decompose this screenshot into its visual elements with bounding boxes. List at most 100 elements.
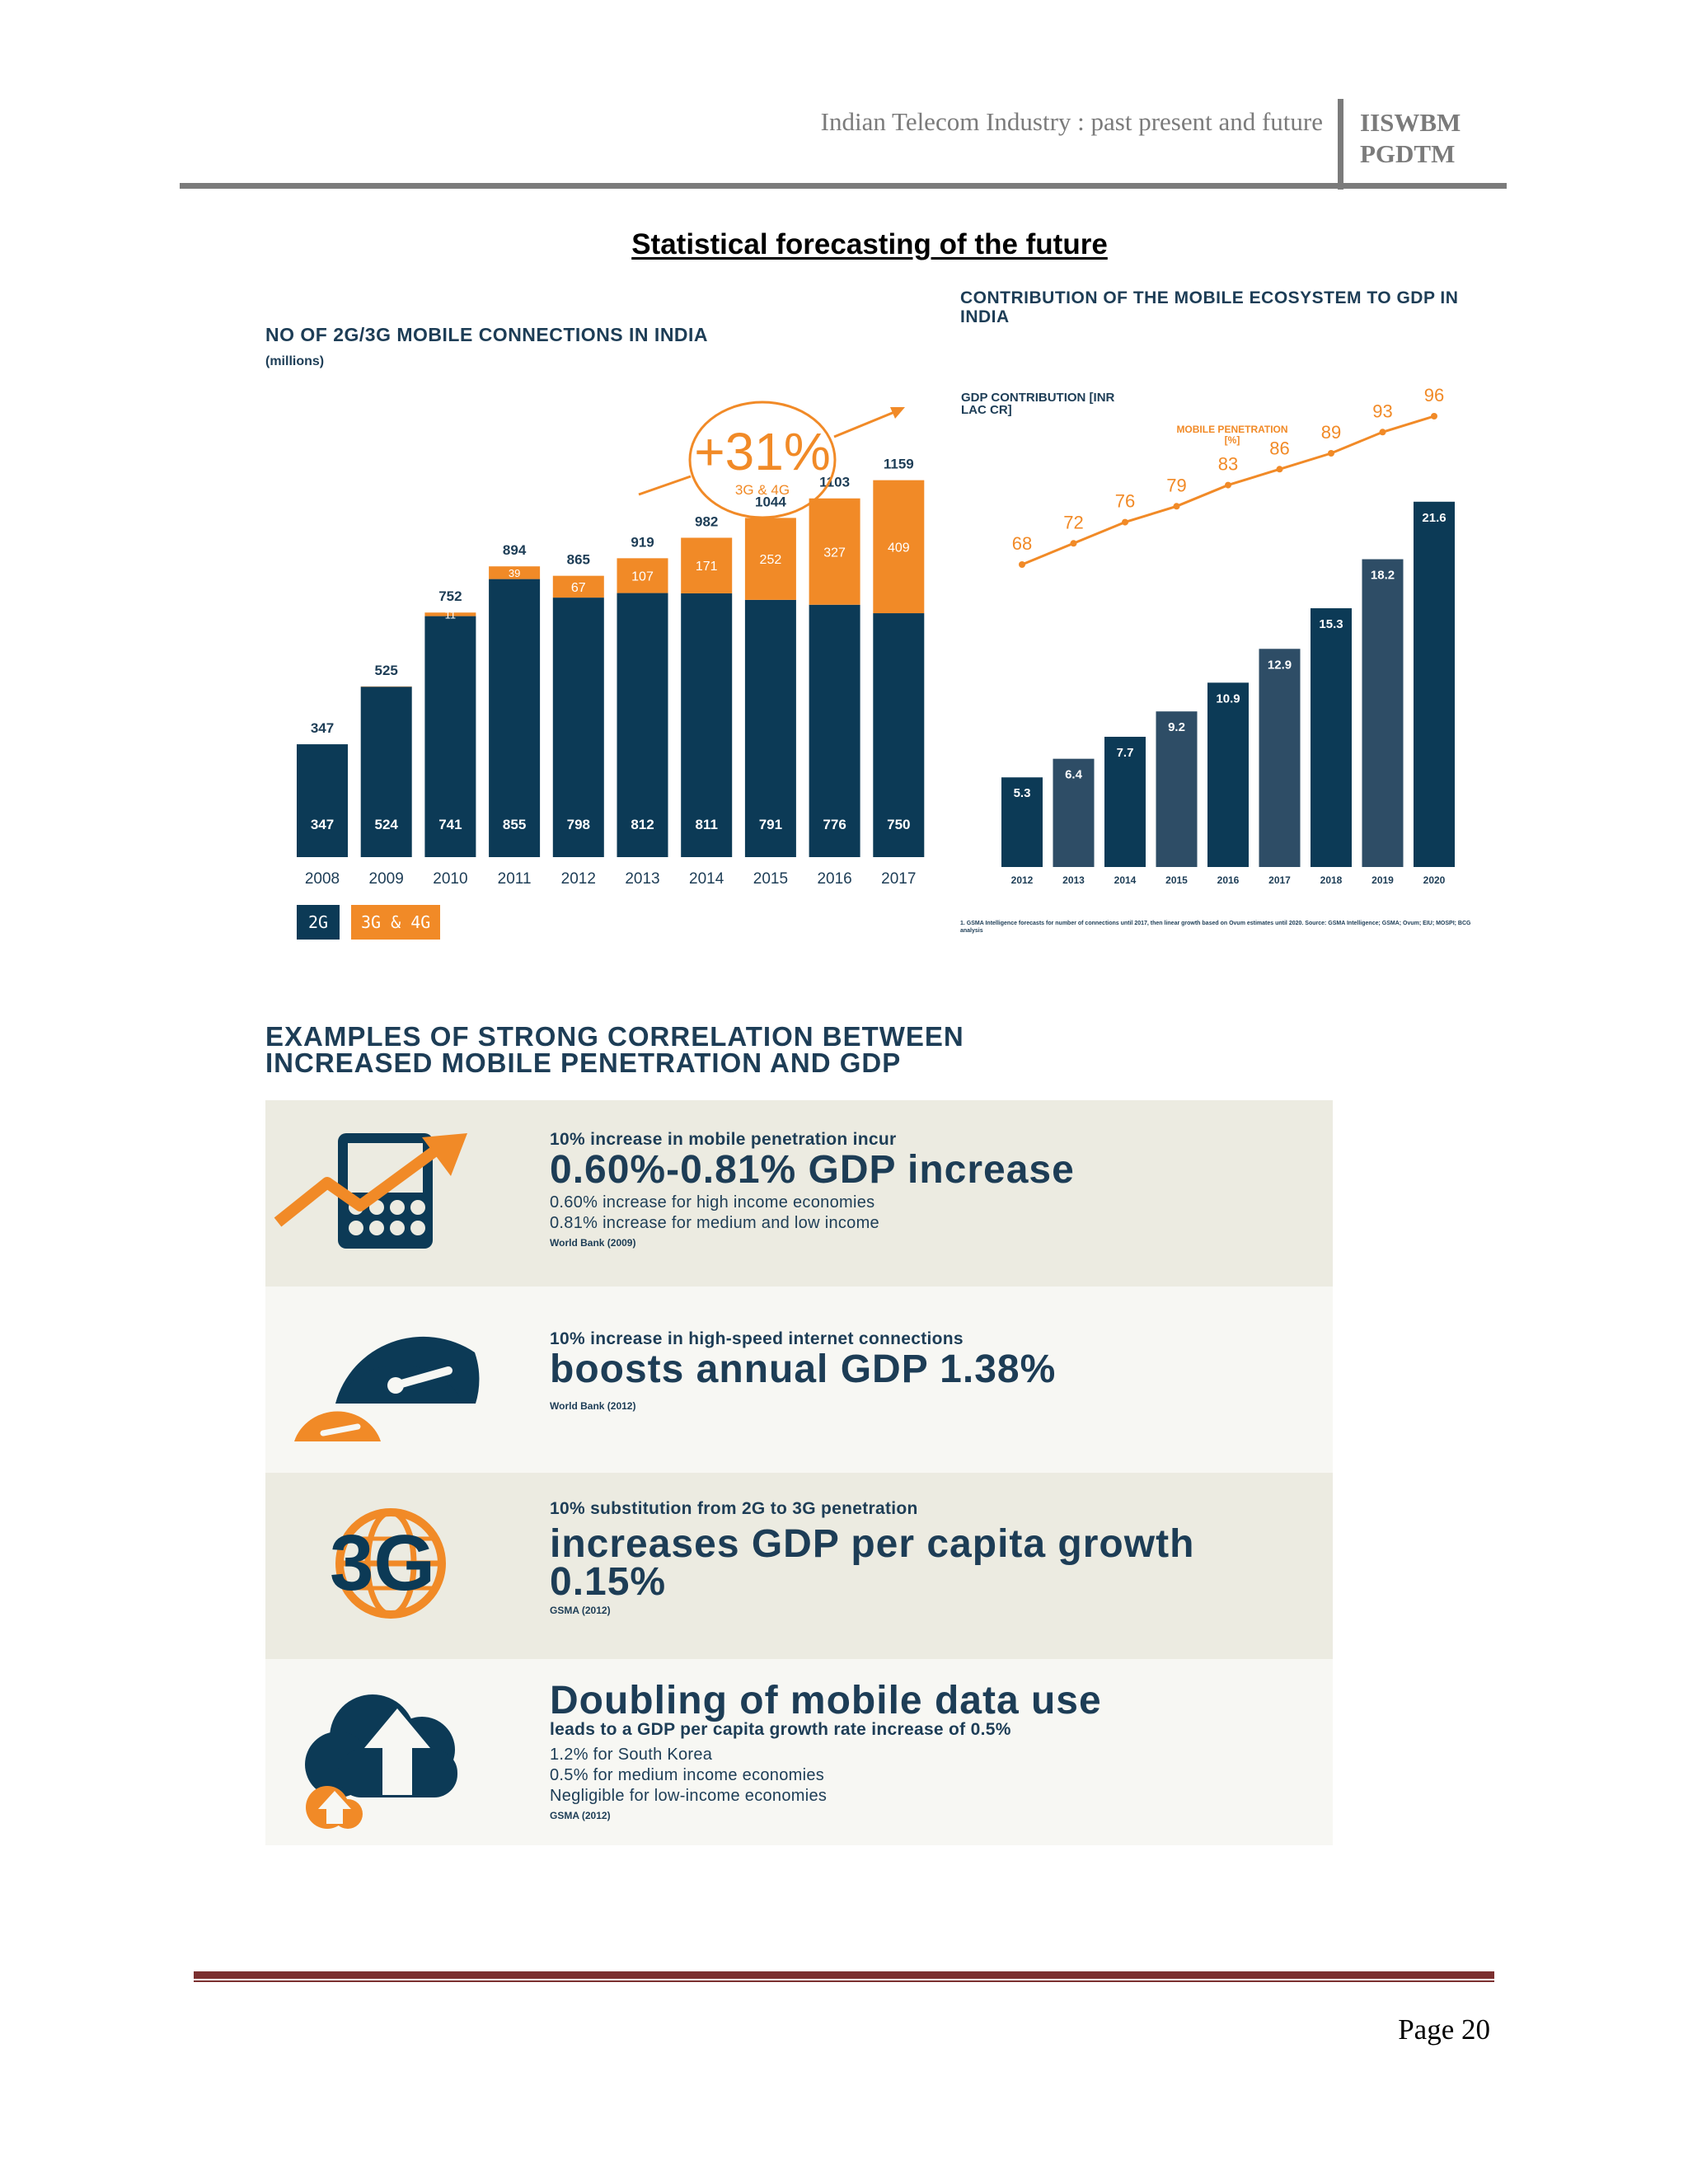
gdp-label-2019: 18.2 [1371, 569, 1395, 583]
bar-2g-2014 [681, 593, 733, 857]
x-tick-2011: 2011 [498, 870, 532, 888]
label-2g-2011: 855 [503, 817, 526, 832]
growth-arrow-head-line [833, 409, 899, 438]
header-org-line1: IISWBM [1360, 108, 1461, 137]
label-2g-2010: 741 [438, 817, 462, 832]
penetration-label-2019: 93 [1372, 401, 1392, 421]
gdp-bar-2012 [1001, 777, 1043, 867]
gdp-label-2018: 15.3 [1319, 617, 1343, 631]
correlation-title: EXAMPLES OF STRONG CORRELATION BETWEEN I… [265, 1021, 1254, 1076]
total-2014: 982 [695, 513, 718, 529]
bar-2g-2012 [552, 598, 604, 857]
penetration-line [1021, 415, 1435, 566]
label-3g-2016: 327 [823, 546, 846, 560]
gdp-label-2020: 21.6 [1422, 511, 1446, 525]
correlation-row-text: 10% increase in mobile penetration incur… [550, 1100, 1300, 1249]
footer-rule [194, 1971, 1494, 1979]
row1-lead: 10% increase in mobile penetration incur [550, 1130, 897, 1149]
correlation-row: 10% increase in mobile penetration incur… [265, 1100, 1333, 1286]
header-org: IISWBM PGDTM [1360, 107, 1461, 170]
label-2g-2014: 811 [695, 817, 717, 832]
total-2009: 525 [375, 663, 398, 678]
section-title: Statistical forecasting of the future [631, 228, 1108, 260]
penetration-point-2019 [1379, 429, 1386, 436]
bar-2g-2008 [297, 744, 348, 857]
penetration-label-2016: 83 [1218, 454, 1238, 475]
penetration-label-2014: 76 [1115, 491, 1135, 512]
growth-arrow-head [890, 407, 905, 419]
gdp-x-tick-2013: 2013 [1062, 874, 1085, 886]
label-2g-2009: 524 [375, 817, 399, 832]
row4-source: GSMA (2012) [550, 1810, 611, 1821]
gdp-bar-2013 [1053, 758, 1095, 867]
chart2-gdp-contribution: 5.3 2012 6.4 2013 7.7 2014 9.2 2015 10.9 2016 12.9… [1001, 385, 1455, 886]
header-divider [1338, 99, 1343, 190]
row2-lead: 10% increase in high-speed internet conn… [550, 1329, 964, 1348]
row1-headline: 0.60%-0.81% GDP increase [550, 1148, 1075, 1192]
chart2-penetration-label: MOBILE PENETRATION [%] [1176, 424, 1288, 446]
footer-rule-thin [194, 1980, 1494, 1982]
gdp-x-tick-2012: 2012 [1011, 874, 1034, 886]
bar-3g-2017 [873, 480, 925, 614]
label-2g-2016: 776 [823, 817, 846, 832]
label-2g-2012: 798 [567, 817, 590, 832]
bar-3g-2011 [489, 566, 541, 579]
gdp-label-2013: 6.4 [1065, 768, 1083, 782]
label-3g-2013: 107 [631, 569, 654, 583]
label-3g-2011: 39 [509, 567, 520, 579]
bar-3g-2014 [681, 537, 733, 593]
gdp-x-tick-2017: 2017 [1268, 874, 1291, 886]
bar-3g-2012 [552, 575, 604, 598]
penetration-point-2012 [1019, 561, 1025, 568]
row2-headline: boosts annual GDP 1.38% [550, 1347, 1057, 1391]
row3-headline: increases GDP per capita growth 0.15% [550, 1522, 1195, 1604]
row1-detail-1: 0.60% increase for high income economies [550, 1193, 875, 1212]
gdp-label-2015: 9.2 [1168, 720, 1185, 734]
3g-globe-icon: 3G [330, 1508, 446, 1619]
x-tick-2009: 2009 [369, 870, 404, 888]
total-2010: 752 [438, 588, 462, 604]
penetration-point-2017 [1276, 466, 1283, 473]
header-rule [180, 183, 1507, 189]
bar-2g-2015 [744, 599, 796, 857]
total-2012: 865 [567, 552, 590, 568]
gdp-bar-2016 [1207, 682, 1249, 867]
gdp-x-tick-2018: 2018 [1320, 874, 1343, 886]
row4-detail-3: Negligible for low-income economies [550, 1787, 828, 1805]
correlation-row: 3G 10% substitution from 2G to 3G penetr… [265, 1473, 1333, 1659]
correlation-title-line1: EXAMPLES OF STRONG CORRELATION BETWEEN [265, 1021, 964, 1052]
penetration-point-2016 [1225, 481, 1231, 489]
penetration-point-2014 [1122, 518, 1128, 526]
penetration-label-2013: 72 [1063, 512, 1083, 532]
chart1-connections: 347 347 2008 524 525 2009 741 11 752 2010 855 39 894… [297, 401, 925, 888]
row4-detail-1: 1.2% for South Korea [550, 1746, 713, 1764]
x-tick-2014: 2014 [689, 870, 724, 888]
total-2008: 347 [311, 720, 334, 736]
x-tick-2012: 2012 [561, 870, 596, 888]
chart2-source-note: 1. GSMA Intelligence forecasts for numbe… [960, 921, 1471, 934]
gdp-x-tick-2019: 2019 [1372, 874, 1394, 886]
bar-3g-2010 [424, 612, 476, 616]
x-tick-2016: 2016 [817, 870, 851, 888]
speedometer-icon [294, 1336, 480, 1441]
gdp-bar-2014 [1104, 736, 1146, 867]
label-2g-2017: 750 [887, 817, 910, 832]
x-tick-2010: 2010 [433, 870, 467, 888]
bar-3g-2016 [809, 498, 860, 605]
label-2g-2013: 812 [631, 817, 654, 832]
penetration-point-2018 [1328, 450, 1334, 457]
legend-3g-4g: 3G & 4G [351, 905, 441, 940]
penetration-label-2015: 79 [1166, 475, 1186, 495]
penetration-label-2018: 89 [1321, 422, 1341, 443]
growth-label: 3G & 4G [735, 482, 790, 498]
growth-value: +31% [694, 422, 830, 481]
bar-2g-2017 [873, 613, 925, 857]
correlation-row-text: 10% increase in high-speed internet conn… [550, 1286, 1300, 1412]
row4-lead: leads to a GDP per capita growth rate in… [550, 1720, 1011, 1739]
chart2-ylabel: GDP CONTRIBUTION [INR LAC CR] [961, 391, 1115, 417]
gdp-bar-2017 [1259, 649, 1301, 867]
total-2015: 1044 [755, 494, 786, 509]
row4-headline: Doubling of mobile data use [550, 1679, 1102, 1722]
cloud-upload-icon [305, 1694, 457, 1829]
gdp-bar-2019 [1362, 559, 1404, 867]
